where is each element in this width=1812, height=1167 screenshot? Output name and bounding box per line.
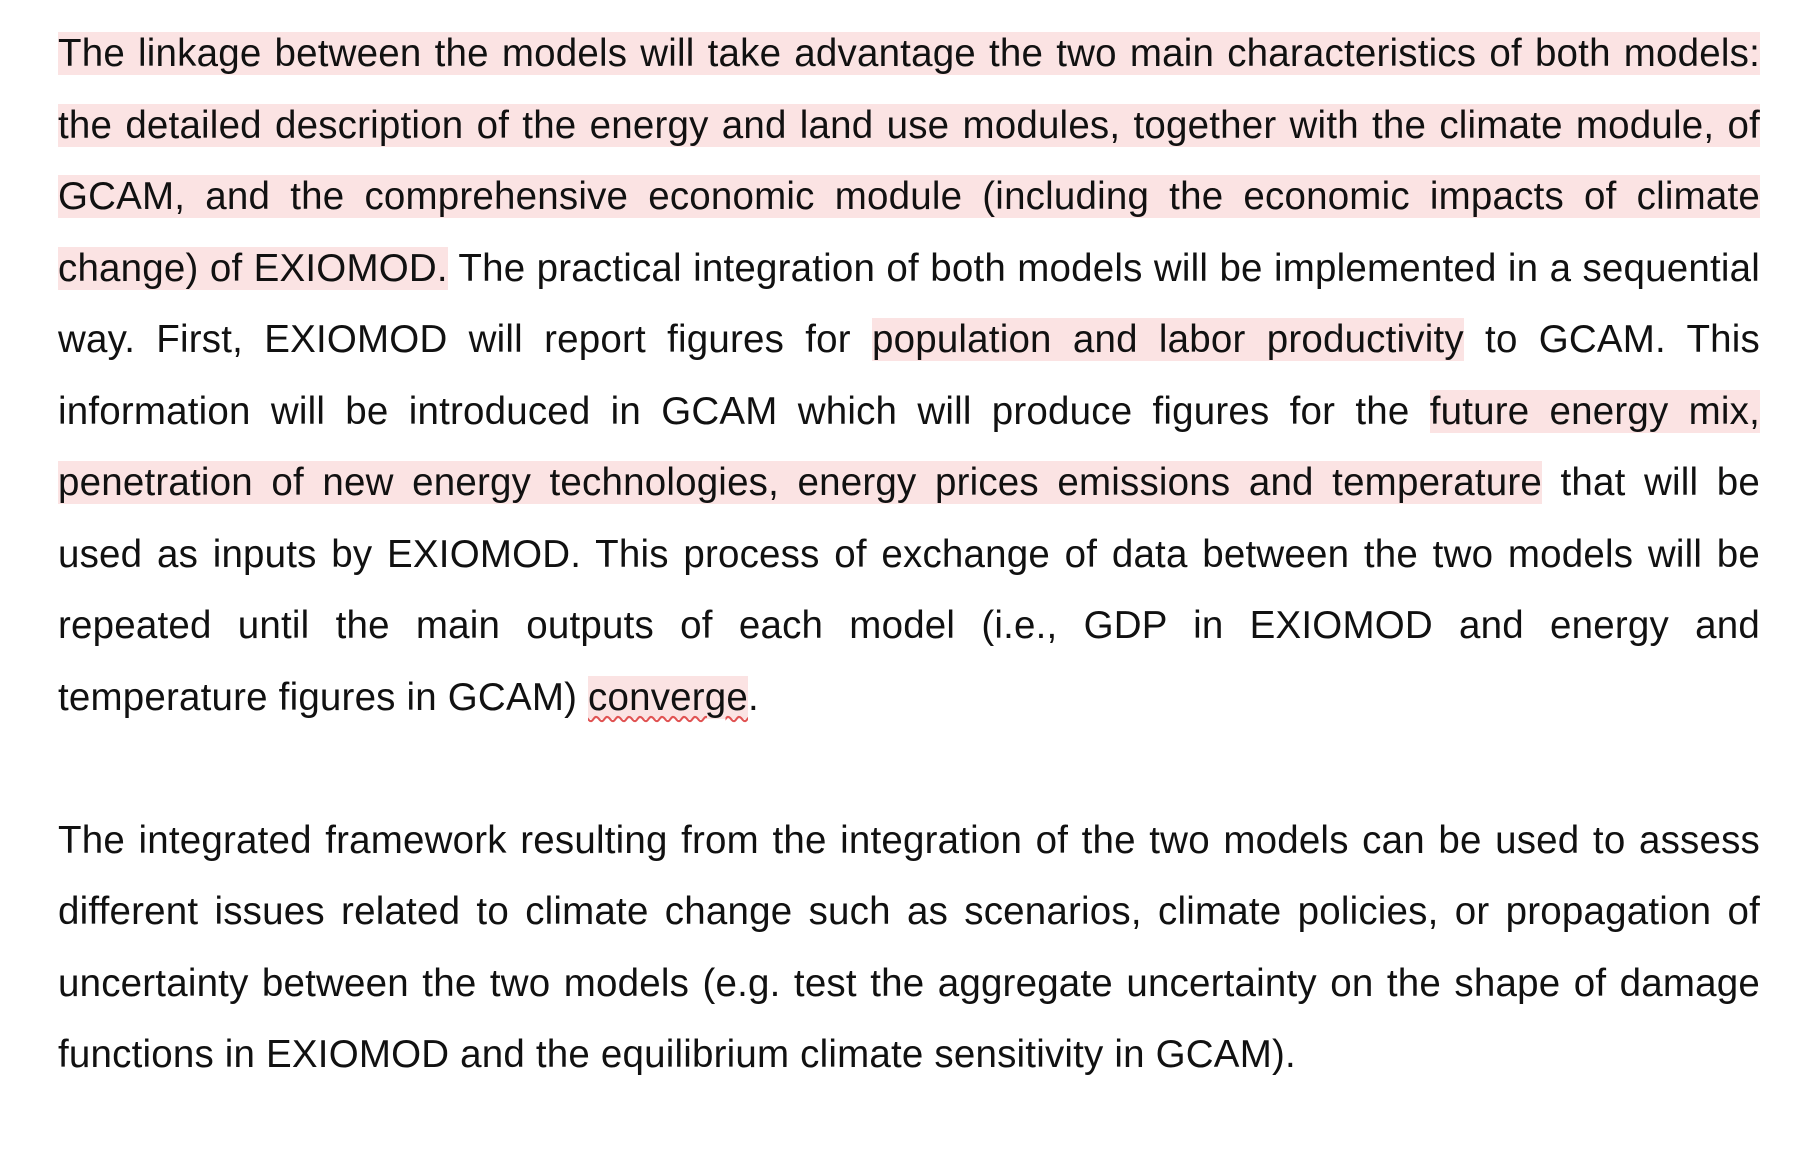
body-text[interactable]: The integrated framework resulting from …: [58, 818, 1760, 1077]
spellcheck-flagged-word[interactable]: converge: [588, 675, 748, 719]
body-text[interactable]: The practical integration of both models…: [58, 246, 1761, 362]
document-body: The linkage between the models will take…: [58, 18, 1761, 1091]
highlighted-text[interactable]: population and labor productivity: [871, 318, 1464, 361]
paragraph-framework: The integrated framework resulting from …: [58, 805, 1760, 1091]
paragraph-linkage: The linkage between the models will take…: [58, 18, 1761, 733]
body-text[interactable]: .: [748, 675, 759, 719]
body-text[interactable]: to GCAM. This information will be introd…: [58, 318, 1760, 433]
body-text[interactable]: that will be used as inputs by EXIOMOD. …: [58, 461, 1760, 719]
